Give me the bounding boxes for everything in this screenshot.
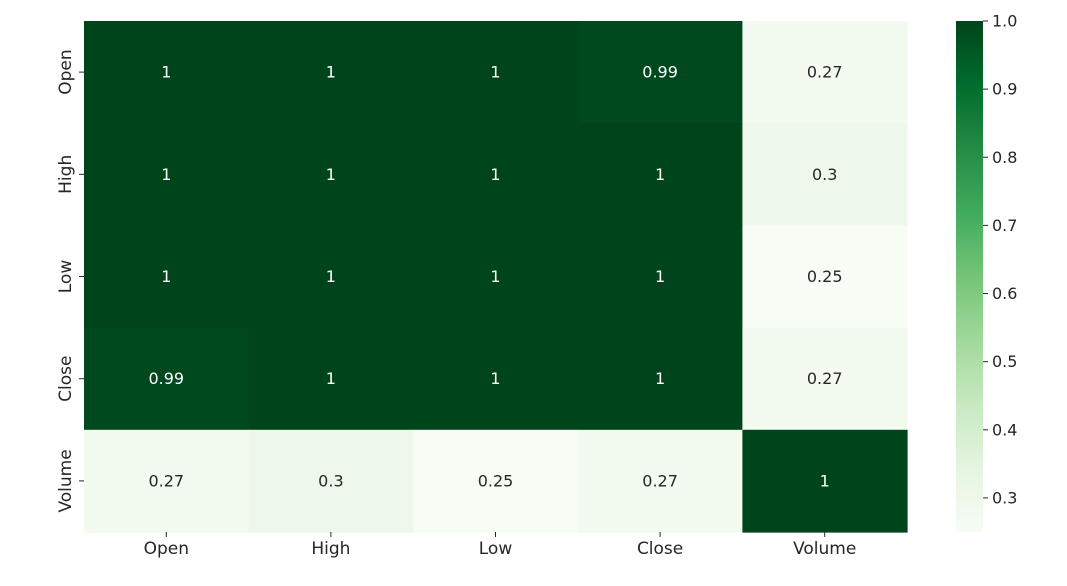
cell-annotation: 0.27 bbox=[807, 63, 843, 82]
heatmap-cell-high-close bbox=[577, 123, 743, 226]
cell-annotation: 1 bbox=[655, 267, 665, 286]
colorbar: 1.0 0.9 0.8 0.7 0.6 0.5 0.4 0.3 bbox=[956, 12, 1017, 532]
cell-annotation: 0.99 bbox=[148, 369, 184, 388]
heatmap-cell-open-open bbox=[84, 21, 250, 124]
cell-annotation: 1 bbox=[490, 369, 500, 388]
cell-annotation: 1 bbox=[655, 165, 665, 184]
cell-annotation: 0.3 bbox=[318, 471, 343, 490]
heatmap-cell-open-close bbox=[577, 21, 743, 124]
cell-annotation: 1 bbox=[490, 63, 500, 82]
cell-annotation: 1 bbox=[161, 267, 171, 286]
colorbar-tick-label: 1.0 bbox=[992, 12, 1017, 31]
y-tick-label-high: High bbox=[56, 155, 76, 194]
heatmap-cell-low-high bbox=[248, 225, 414, 329]
cell-annotation: 0.27 bbox=[807, 369, 843, 388]
heatmap-cell-high-high bbox=[248, 123, 414, 226]
heatmap-cell-close-volume bbox=[742, 327, 908, 431]
x-tick-label-high: High bbox=[311, 539, 350, 559]
heatmap-cell-high-low bbox=[413, 123, 579, 226]
cell-annotation: 1 bbox=[326, 63, 336, 82]
colorbar-tick-label: 0.4 bbox=[992, 420, 1017, 439]
cell-annotation: 1 bbox=[326, 165, 336, 184]
x-axis: Open High Low Close Volume bbox=[144, 532, 856, 559]
y-tick-label-close: Close bbox=[56, 356, 76, 402]
heatmap-cell-volume-low bbox=[413, 429, 579, 533]
heatmap-cell-volume-high bbox=[248, 429, 414, 533]
y-tick-label-volume: Volume bbox=[56, 449, 76, 512]
cell-annotation: 1 bbox=[655, 369, 665, 388]
colorbar-tick-label: 0.7 bbox=[992, 216, 1017, 235]
heatmap-cell-open-low bbox=[413, 21, 579, 124]
heatmap-cell-high-volume bbox=[742, 123, 908, 226]
y-axis: Open High Low Close Volume bbox=[56, 49, 84, 513]
cell-annotation: 1 bbox=[326, 369, 336, 388]
heatmap-cell-open-high bbox=[248, 21, 414, 124]
colorbar-gradient-bar bbox=[956, 21, 983, 532]
cell-annotation: 0.25 bbox=[807, 267, 843, 286]
cell-annotation: 0.99 bbox=[642, 63, 678, 82]
heatmap-cell-close-close bbox=[577, 327, 743, 431]
colorbar-tick-label: 0.3 bbox=[992, 488, 1017, 507]
colorbar-tick-label: 0.5 bbox=[992, 352, 1017, 371]
x-tick-label-close: Close bbox=[637, 539, 683, 559]
heatmap-cell-volume-close bbox=[577, 429, 743, 533]
heatmap-cell-close-high bbox=[248, 327, 414, 431]
x-tick-label-low: Low bbox=[479, 539, 513, 559]
x-tick-label-open: Open bbox=[144, 539, 189, 559]
cell-annotation: 1 bbox=[326, 267, 336, 286]
heatmap-cell-open-volume bbox=[742, 21, 908, 124]
cell-annotation: 1 bbox=[490, 267, 500, 286]
heatmap-cell-high-open bbox=[84, 123, 250, 226]
heatmap-cell-low-volume bbox=[742, 225, 908, 329]
heatmap-cell-volume-volume bbox=[742, 429, 908, 533]
y-tick-label-low: Low bbox=[56, 260, 76, 294]
colorbar-tick-label: 0.9 bbox=[992, 80, 1017, 99]
cell-annotation: 1 bbox=[161, 63, 171, 82]
cell-annotation: 0.27 bbox=[148, 471, 184, 490]
heatmap-cell-low-low bbox=[413, 225, 579, 329]
cell-annotation: 0.27 bbox=[642, 471, 678, 490]
cell-annotation: 0.25 bbox=[478, 471, 514, 490]
heatmap-cell-close-low bbox=[413, 327, 579, 431]
cell-annotation: 1 bbox=[490, 165, 500, 184]
colorbar-tick-label: 0.8 bbox=[992, 148, 1017, 167]
heatmap-cell-close-open bbox=[84, 327, 250, 431]
heatmap-cell-volume-open bbox=[84, 429, 250, 533]
cell-annotation: 1 bbox=[161, 165, 171, 184]
x-tick-label-volume: Volume bbox=[793, 539, 856, 559]
colorbar-tick-label: 0.6 bbox=[992, 284, 1017, 303]
cell-annotation: 1 bbox=[820, 471, 830, 490]
y-tick-label-open: Open bbox=[56, 49, 76, 94]
heatmap-plot-area: 1 1 1 0.99 0.27 1 1 1 1 0.3 1 1 1 1 0.25 0.99 1 1 1 0.27 0.2… bbox=[84, 21, 908, 533]
cell-annotation: 0.3 bbox=[812, 165, 837, 184]
heatmap-cell-low-open bbox=[84, 225, 250, 329]
heatmap-cell-low-close bbox=[577, 225, 743, 329]
